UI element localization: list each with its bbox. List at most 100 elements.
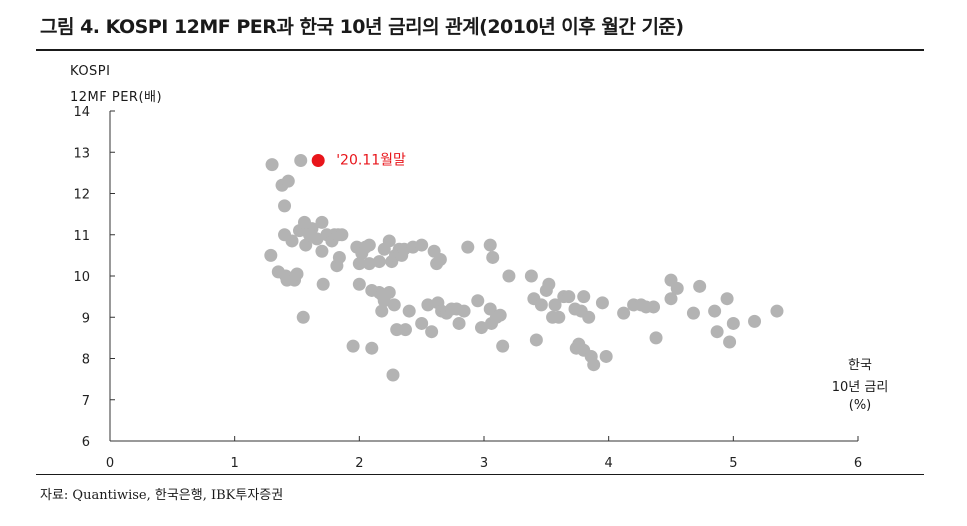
data-point: [290, 267, 304, 281]
data-point: [483, 238, 497, 252]
title-rule: [36, 49, 924, 51]
data-point: [710, 325, 724, 339]
data-point: [720, 292, 734, 306]
data-points: [264, 154, 784, 382]
highlight-label: '20.11월말: [336, 153, 406, 169]
data-point: [542, 277, 556, 291]
data-point: [386, 368, 400, 382]
x-tick-label: 3: [480, 456, 488, 471]
y-axis-label-line1: KOSPI: [70, 64, 111, 79]
data-point: [647, 300, 661, 314]
axes: [109, 110, 859, 442]
data-point: [415, 238, 429, 252]
x-axis-label-line1: 한국: [848, 358, 872, 373]
data-point: [299, 238, 313, 252]
data-point: [415, 316, 429, 330]
data-point: [382, 286, 396, 299]
data-point: [562, 290, 576, 304]
data-point: [524, 269, 538, 283]
data-point: [294, 154, 308, 167]
data-point: [577, 290, 591, 304]
x-tick-label: 2: [355, 456, 363, 471]
data-point: [471, 294, 485, 308]
y-axis-label-line2: 12MF PER(배): [70, 90, 163, 105]
y-tick-label: 11: [73, 229, 90, 244]
data-point: [587, 358, 601, 372]
x-tick-label: 4: [605, 456, 613, 471]
x-axis-label-line3: (%): [848, 398, 872, 413]
data-point: [315, 244, 329, 258]
data-point: [346, 339, 360, 353]
data-point: [475, 321, 489, 335]
source-note: 자료: Quantiwise, 한국은행, IBK투자증권: [40, 488, 284, 503]
data-point: [365, 341, 379, 355]
data-point: [362, 257, 376, 271]
data-point: [723, 335, 737, 349]
data-point: [548, 298, 562, 312]
data-point: [398, 323, 412, 337]
data-point: [493, 308, 507, 322]
data-point: [372, 255, 386, 269]
data-point: [686, 306, 700, 320]
data-point: [461, 240, 475, 254]
data-point: [387, 298, 401, 312]
chart-title: 그림 4. KOSPI 12MF PER과 한국 10년 금리의 관계(2010…: [40, 16, 684, 38]
data-point: [748, 314, 762, 328]
x-tick-label: 6: [854, 456, 862, 471]
data-point: [425, 325, 439, 339]
data-point: [285, 234, 299, 248]
data-point: [770, 304, 784, 318]
data-point: [529, 333, 543, 347]
data-point: [352, 277, 366, 291]
data-point: [315, 215, 329, 229]
data-point: [496, 339, 510, 353]
data-point: [569, 341, 583, 355]
data-point: [726, 316, 740, 330]
y-tick-label: 8: [82, 353, 90, 368]
data-point: [708, 304, 722, 318]
data-point: [670, 281, 684, 295]
data-point: [316, 277, 330, 291]
data-point: [362, 238, 376, 252]
data-point: [664, 292, 678, 306]
y-tick-label: 7: [82, 394, 90, 409]
y-tick-label: 6: [82, 435, 90, 450]
data-point: [552, 310, 566, 324]
data-point: [352, 257, 366, 271]
data-point: [332, 250, 346, 264]
source-rule: [36, 474, 924, 475]
data-point: [599, 349, 613, 363]
data-point: [452, 316, 466, 330]
y-tick-label: 13: [73, 146, 90, 161]
highlight-point: [311, 154, 325, 167]
data-point: [335, 228, 349, 242]
data-point: [582, 310, 596, 324]
data-point: [486, 250, 500, 264]
data-point: [649, 331, 663, 345]
data-point: [264, 248, 278, 262]
x-tick-label: 5: [729, 456, 737, 471]
data-point: [281, 174, 295, 188]
data-point: [296, 310, 310, 324]
data-point: [421, 298, 435, 312]
data-point: [617, 306, 631, 320]
data-point: [310, 232, 324, 246]
data-point: [595, 296, 609, 310]
x-axis-label-line2: 10년 금리: [831, 380, 889, 395]
x-tick-label: 1: [231, 456, 239, 471]
data-point: [375, 304, 389, 318]
data-point: [534, 298, 548, 312]
data-point: [502, 269, 516, 283]
x-tick-label: 0: [106, 456, 114, 471]
y-tick-label: 14: [73, 105, 90, 120]
highlight-group: '20.11월말: [311, 153, 406, 169]
data-point: [433, 253, 447, 266]
y-tick-label: 9: [82, 311, 90, 326]
y-tick-label: 10: [73, 270, 90, 285]
data-point: [382, 234, 396, 248]
data-point: [402, 304, 416, 318]
data-point: [278, 199, 292, 213]
data-point: [265, 158, 279, 172]
